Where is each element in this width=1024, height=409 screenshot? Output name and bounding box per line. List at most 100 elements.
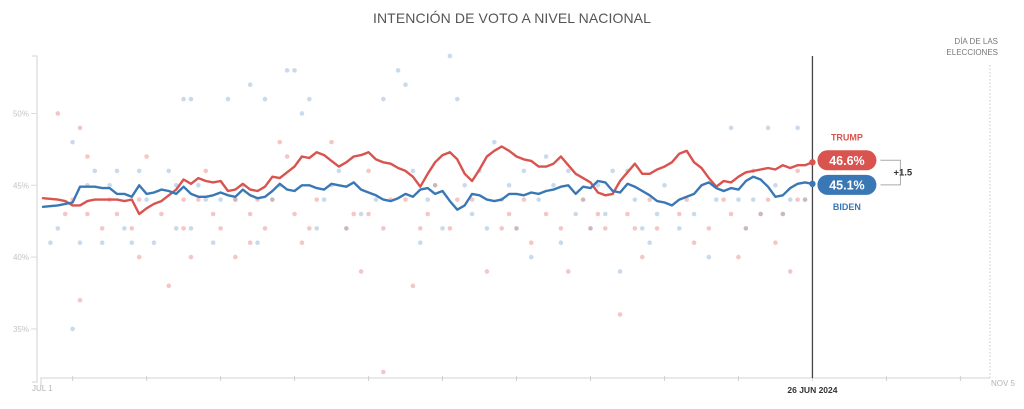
chart-title: INTENCIÓN DE VOTO A NIVEL NACIONAL	[372, 10, 652, 26]
poll-dot-trump	[521, 197, 527, 202]
x-ticks: JUL 1 NOV 5	[32, 376, 1016, 393]
poll-dot-trump	[99, 226, 105, 231]
poll-dot-biden	[77, 240, 83, 246]
poll-dot-biden	[506, 182, 512, 188]
poll-dot-biden	[92, 168, 98, 174]
poll-dot-trump	[773, 240, 778, 246]
axes-layer: DÍA DE LAS ELECCIONES	[32, 37, 998, 386]
poll-dot-trump	[181, 197, 186, 202]
poll-dot-trump	[410, 283, 416, 289]
poll-dot-biden	[521, 168, 527, 174]
poll-dot-biden	[255, 240, 260, 246]
poll-dot-biden	[358, 211, 364, 217]
poll-dot-biden	[662, 182, 667, 188]
poll-dot-trump	[277, 139, 283, 145]
poll-dot-trump	[425, 211, 431, 217]
poll-dot-trump	[743, 226, 749, 231]
poll-dot-biden	[787, 197, 793, 202]
election-day-label-2: ELECCIONES	[946, 48, 998, 57]
poll-dot-biden	[203, 197, 209, 202]
poll-dot-biden	[218, 197, 223, 202]
poll-dot-biden	[551, 182, 556, 188]
poll-dot-biden	[114, 168, 120, 174]
poll-dot-trump	[159, 211, 164, 217]
poll-dot-biden	[129, 240, 135, 246]
series-line-trump	[41, 145, 814, 216]
poll-dot-biden	[262, 96, 268, 102]
poll-dot-trump	[233, 254, 238, 260]
x-tick-label: NOV 5	[991, 379, 1016, 388]
poll-dot-trump	[218, 226, 223, 231]
poll-dot-trump	[455, 197, 460, 202]
poll-dot-biden	[543, 154, 549, 159]
poll-dot-biden	[381, 96, 386, 102]
poll-dot-biden	[736, 197, 741, 202]
poll-dots	[48, 53, 808, 375]
poll-dot-trump	[780, 211, 786, 217]
biden-value-pill	[817, 174, 877, 195]
poll-dot-trump	[129, 226, 135, 231]
poll-dot-trump	[432, 182, 438, 188]
poll-dot-biden	[573, 211, 578, 217]
poll-dot-trump	[358, 269, 364, 274]
poll-dot-trump	[85, 211, 90, 217]
poll-dot-biden	[373, 197, 379, 202]
poll-dot-trump	[795, 197, 800, 202]
poll-dot-trump	[114, 211, 120, 217]
poll-dot-biden	[425, 197, 431, 202]
poll-dot-biden	[728, 125, 734, 131]
poll-dot-trump	[270, 197, 275, 202]
poll-dot-trump	[706, 226, 712, 231]
poll-dot-biden	[314, 226, 320, 231]
poll-dot-trump	[366, 168, 371, 174]
poll-dot-trump	[292, 211, 297, 217]
series-end-dot-biden	[809, 180, 816, 188]
poll-dot-trump	[543, 211, 549, 217]
poll-dot-biden	[610, 168, 615, 174]
poll-dot-trump	[602, 226, 608, 231]
poll-dot-trump	[307, 226, 312, 231]
poll-dot-trump	[787, 269, 793, 274]
poll-dot-trump	[351, 211, 357, 217]
poll-dot-biden	[292, 68, 297, 73]
poll-dot-biden	[447, 53, 453, 59]
poll-dot-trump	[765, 197, 771, 202]
poll-dot-trump	[499, 226, 505, 231]
poll-dot-biden	[210, 240, 216, 246]
poll-dot-trump	[381, 369, 386, 375]
poll-dot-trump	[262, 226, 268, 231]
x-axis-line	[40, 377, 990, 386]
poll-dot-trump	[77, 125, 83, 131]
poll-dot-biden	[617, 269, 623, 274]
poll-dot-trump	[506, 211, 512, 217]
poll-dot-biden	[107, 182, 112, 188]
y-tick-label: 35%	[13, 325, 29, 334]
poll-dot-biden	[565, 168, 571, 174]
poll-dot-biden	[70, 139, 75, 145]
election-day-label-1: DÍA DE LAS	[954, 37, 998, 46]
trump-value-pill	[817, 150, 877, 171]
poll-dot-trump	[795, 168, 800, 174]
poll-dot-biden	[691, 211, 697, 217]
poll-dot-biden	[750, 197, 756, 202]
poll-dot-trump	[314, 197, 320, 202]
poll-dot-trump	[691, 240, 697, 246]
poll-dot-biden	[188, 226, 194, 231]
poll-dot-trump	[188, 254, 194, 260]
y-tick-label: 50%	[13, 109, 29, 118]
poll-dot-trump	[617, 312, 623, 317]
poll-dot-biden	[307, 96, 312, 102]
poll-dot-biden	[284, 68, 290, 73]
y-tick-label: 40%	[13, 253, 29, 262]
poll-dot-biden	[706, 254, 712, 260]
poll-dot-trump	[136, 254, 142, 260]
poll-dot-trump	[344, 226, 349, 231]
poll-dot-biden	[632, 197, 638, 202]
today-label: 26 JUN 2024	[787, 385, 837, 395]
poll-dot-trump	[144, 154, 149, 159]
y-tick-label: 45%	[13, 181, 29, 190]
poll-dot-biden	[602, 211, 608, 217]
poll-dot-biden	[151, 240, 157, 246]
poll-dot-biden	[410, 168, 416, 174]
poll-dot-biden	[536, 197, 541, 202]
